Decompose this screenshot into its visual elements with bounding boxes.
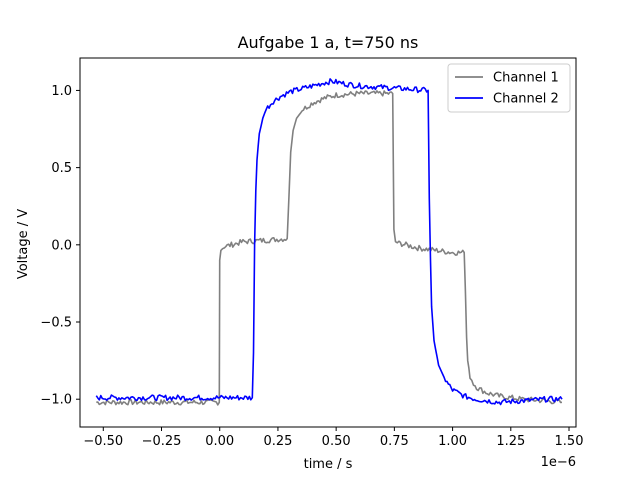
axes-frame xyxy=(79,57,577,428)
x-tick-label: 0.00 xyxy=(205,434,234,449)
x-tick-label: −0.50 xyxy=(83,434,123,449)
series-line-channel-1 xyxy=(96,90,563,406)
series-line-channel-2 xyxy=(95,78,563,406)
legend-label: Channel 1 xyxy=(493,71,559,86)
x-tick-label: 0.75 xyxy=(380,434,409,449)
x-tick-label: −0.25 xyxy=(142,434,182,449)
y-tick-label: 1.0 xyxy=(51,84,72,99)
y-tick-label: −1.0 xyxy=(40,393,72,408)
x-tick-label: 0.50 xyxy=(322,434,351,449)
legend-label: Channel 2 xyxy=(493,92,559,107)
y-tick-label: −0.5 xyxy=(40,316,72,331)
x-tick-label: 0.25 xyxy=(263,434,292,449)
legend-box xyxy=(447,63,571,113)
x-axis-scale-label: 1e−6 xyxy=(541,455,576,470)
x-tick-label: 1.25 xyxy=(496,434,525,449)
x-tick-label: 1.00 xyxy=(438,434,467,449)
y-axis-label: Voltage / V xyxy=(16,209,31,279)
y-tick-label: 0.5 xyxy=(51,161,72,176)
y-tick-label: 0.0 xyxy=(51,238,72,253)
x-tick-label: 1.50 xyxy=(555,434,584,449)
legend: Channel 1 Channel 2 xyxy=(447,63,571,113)
chart-title: Aufgabe 1 a, t=750 ns xyxy=(238,33,419,52)
plot-area: −0.50 −0.25 0.00 0.25 0.50 0.75 1.00 1.25 1.50 −1… xyxy=(40,57,584,449)
x-axis-label: time / s xyxy=(304,457,353,472)
